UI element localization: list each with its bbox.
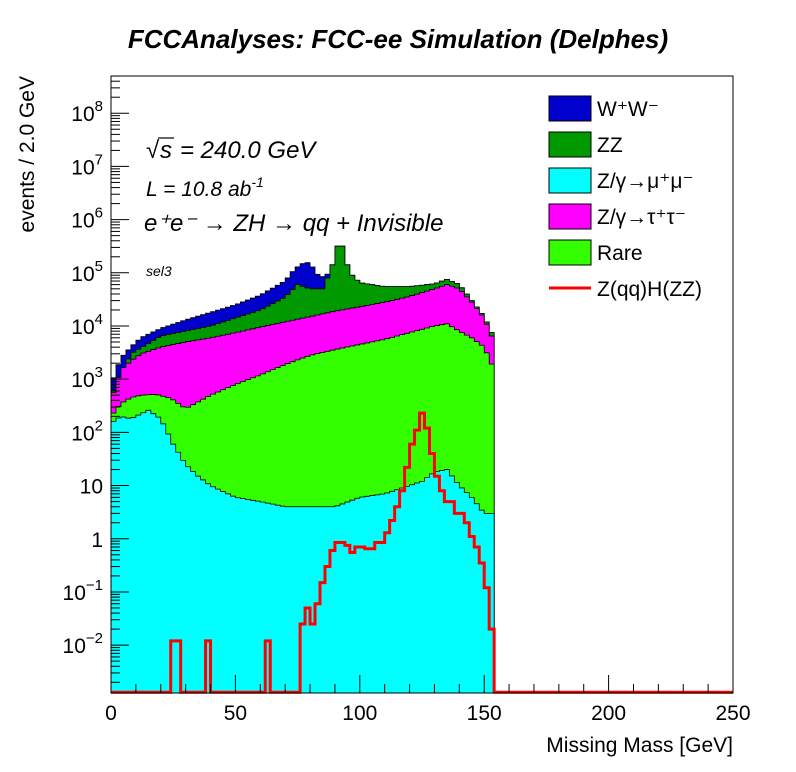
- stack-layers: [110, 245, 495, 694]
- luminosity-annotation: L = 10.8 ab-1: [146, 174, 264, 201]
- legend-label: Z/γ→τ⁺τ⁻: [597, 206, 686, 229]
- y-tick-label: 10−2: [63, 630, 103, 658]
- y-tick-label: 104: [71, 311, 103, 339]
- legend-label: Rare: [597, 242, 643, 265]
- y-axis-title: events / 2.0 GeV: [16, 76, 39, 232]
- chart-title: FCCAnalyses: FCC-ee Simulation (Delphes): [128, 24, 668, 54]
- x-axis-title: Missing Mass [GeV]: [546, 734, 733, 757]
- y-tick-label: 102: [71, 417, 103, 445]
- legend-swatch: [548, 167, 592, 194]
- legend-swatch: [548, 131, 592, 158]
- y-tick-label: 1: [91, 529, 103, 552]
- legend-swatch: [548, 239, 592, 266]
- signal-line: [111, 411, 733, 694]
- annotations: √ s = 240.0 GeV L = 10.8 ab-1 e⁺e⁻ → ZH …: [144, 137, 443, 279]
- legend-swatch: [548, 95, 592, 122]
- signal-layer: [111, 411, 733, 694]
- y-tick-label: 10: [80, 476, 103, 499]
- plot-area: 0 50 100 150 200 250 10−210−11101021031041051…: [63, 75, 751, 725]
- x-tick-label: 0: [105, 702, 117, 725]
- process-annotation: e⁺e⁻ → ZH → qq + Invisible: [144, 210, 443, 237]
- y-tick-label: 106: [71, 205, 103, 233]
- y-tick-label: 103: [71, 364, 103, 392]
- legend: W⁺W⁻ ZZ Z/γ→μ⁺μ⁻ Z/γ→τ⁺τ⁻ Rare Z(qq)H(ZZ): [548, 95, 702, 301]
- x-tick-label: 100: [342, 702, 377, 725]
- y-tick-label: 107: [71, 151, 103, 179]
- sqrt-s-value: = 240.0 GeV: [180, 137, 317, 164]
- luminosity-exp: -1: [251, 174, 263, 190]
- luminosity-main: L = 10.8 ab: [146, 178, 252, 201]
- legend-label: Z(qq)H(ZZ): [597, 278, 702, 301]
- x-axis-ticks: 0 50 100 150 200 250: [105, 675, 751, 725]
- sqrt-s-annotation: √ s = 240.0 GeV: [146, 137, 317, 164]
- y-tick-label: 105: [71, 258, 103, 286]
- sqrt-symbol: √: [146, 137, 160, 164]
- x-tick-label: 150: [467, 702, 502, 725]
- legend-label: ZZ: [597, 134, 623, 157]
- x-tick-label: 250: [715, 702, 750, 725]
- legend-label: Z/γ→μ⁺μ⁻: [597, 170, 694, 193]
- x-tick-label: 50: [224, 702, 247, 725]
- legend-label: W⁺W⁻: [597, 98, 659, 121]
- x-tick-label: 200: [591, 702, 626, 725]
- y-tick-label: 108: [71, 98, 103, 126]
- selection-annotation: sel3: [146, 263, 172, 279]
- y-tick-label: 10−1: [63, 577, 103, 605]
- sqrt-s-var: s: [160, 137, 172, 164]
- y-axis-ticks: 10−2 10−1 1 10 102 103 104 105 106 107 108: [63, 75, 129, 683]
- legend-swatch: [548, 203, 592, 230]
